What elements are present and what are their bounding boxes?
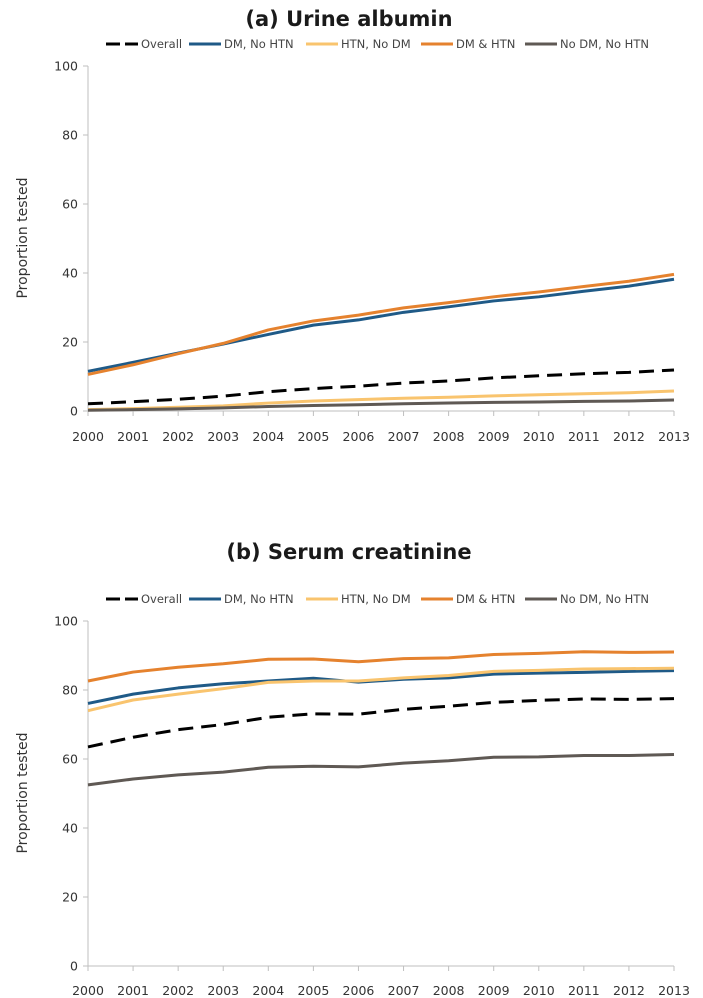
legend-label: HTN, No DM — [341, 592, 411, 606]
series-line-dm-no-htn — [87, 277, 675, 373]
y-tick-label: 40 — [62, 266, 78, 281]
legend-label: No DM, No HTN — [560, 592, 649, 606]
x-tick-label: 2006 — [343, 429, 375, 444]
x-tick-label: 2011 — [568, 983, 600, 998]
x-tick-label: 2009 — [478, 983, 510, 998]
x-tick-label: 2003 — [207, 429, 239, 444]
x-tick-label: 2008 — [433, 983, 465, 998]
x-tick-label: 2011 — [568, 429, 600, 444]
x-tick-label: 2010 — [523, 429, 555, 444]
y-tick-label: 60 — [62, 197, 78, 212]
y-axis-label: Proportion tested — [15, 732, 31, 853]
series-line-overall — [87, 697, 675, 749]
x-tick-label: 2005 — [297, 983, 329, 998]
legend-label: DM & HTN — [456, 592, 515, 606]
series-line-no-dm-no-htn — [87, 753, 675, 787]
y-tick-label: 0 — [70, 404, 78, 419]
x-tick-label: 2006 — [343, 983, 375, 998]
series-line-htn-no-dm — [87, 666, 675, 713]
y-tick-label: 60 — [62, 752, 78, 767]
legend-label: DM, No HTN — [224, 592, 294, 606]
x-tick-label: 2010 — [523, 983, 555, 998]
x-tick-label: 2003 — [207, 983, 239, 998]
y-axis-label: Proportion tested — [15, 177, 31, 298]
x-tick-label: 2009 — [478, 429, 510, 444]
x-tick-label: 2005 — [297, 429, 329, 444]
y-tick-label: 100 — [54, 614, 78, 629]
x-tick-label: 2000 — [72, 429, 104, 444]
x-tick-label: 2004 — [252, 429, 284, 444]
x-tick-label: 2001 — [117, 983, 149, 998]
series-layer — [87, 272, 675, 412]
x-tick-label: 2013 — [658, 983, 690, 998]
x-tick-label: 2002 — [162, 983, 194, 998]
legend-label: DM, No HTN — [224, 37, 294, 51]
y-tick-label: 20 — [62, 890, 78, 905]
y-tick-label: 100 — [54, 59, 78, 74]
series-line-htn-no-dm — [87, 389, 675, 412]
x-tick-label: 2001 — [117, 429, 149, 444]
legend-label: HTN, No DM — [341, 37, 411, 51]
x-tick-label: 2012 — [613, 429, 645, 444]
legend: Overall DM, No HTN HTN, No DM DM & HTN No DM… — [106, 37, 649, 51]
x-tick-label: 2007 — [388, 429, 420, 444]
series-line-dm-no-htn — [87, 669, 675, 705]
legend-label: Overall — [141, 37, 182, 51]
legend: Overall DM, No HTN HTN, No DM DM & HTN No DM… — [106, 592, 649, 606]
y-tick-label: 20 — [62, 335, 78, 350]
x-tick-label: 2012 — [613, 983, 645, 998]
y-tick-label: 0 — [70, 959, 78, 974]
x-tick-label: 2013 — [658, 429, 690, 444]
axes: 0 20 40 60 80 100 2000 2001 2002 2003 2004 2005 2006… — [54, 614, 690, 998]
series-layer — [87, 650, 675, 787]
chart-panel-urine-albumin: (a) Urine albumin Proportion tested Over… — [15, 7, 690, 444]
legend-label: Overall — [141, 592, 182, 606]
axes: 0 20 40 60 80 100 2000 2001 2002 2003 2004 2005 2006… — [54, 59, 690, 445]
legend-label: No DM, No HTN — [560, 37, 649, 51]
series-line-no-dm-no-htn — [87, 398, 675, 412]
y-tick-label: 80 — [62, 128, 78, 143]
series-line-overall — [87, 368, 675, 406]
legend-label: DM & HTN — [456, 37, 515, 51]
series-line-dm-htn — [87, 272, 675, 376]
chart-title: (a) Urine albumin — [245, 7, 452, 31]
x-tick-label: 2007 — [388, 983, 420, 998]
x-tick-label: 2008 — [433, 429, 465, 444]
x-tick-label: 2002 — [162, 429, 194, 444]
chart-panel-serum-creatinine: (b) Serum creatinine Proportion tested O… — [15, 540, 690, 998]
x-tick-label: 2000 — [72, 983, 104, 998]
y-tick-label: 40 — [62, 821, 78, 836]
chart-title: (b) Serum creatinine — [226, 540, 471, 564]
series-line-dm-htn — [87, 650, 675, 683]
x-tick-label: 2004 — [252, 983, 284, 998]
y-tick-label: 80 — [62, 683, 78, 698]
